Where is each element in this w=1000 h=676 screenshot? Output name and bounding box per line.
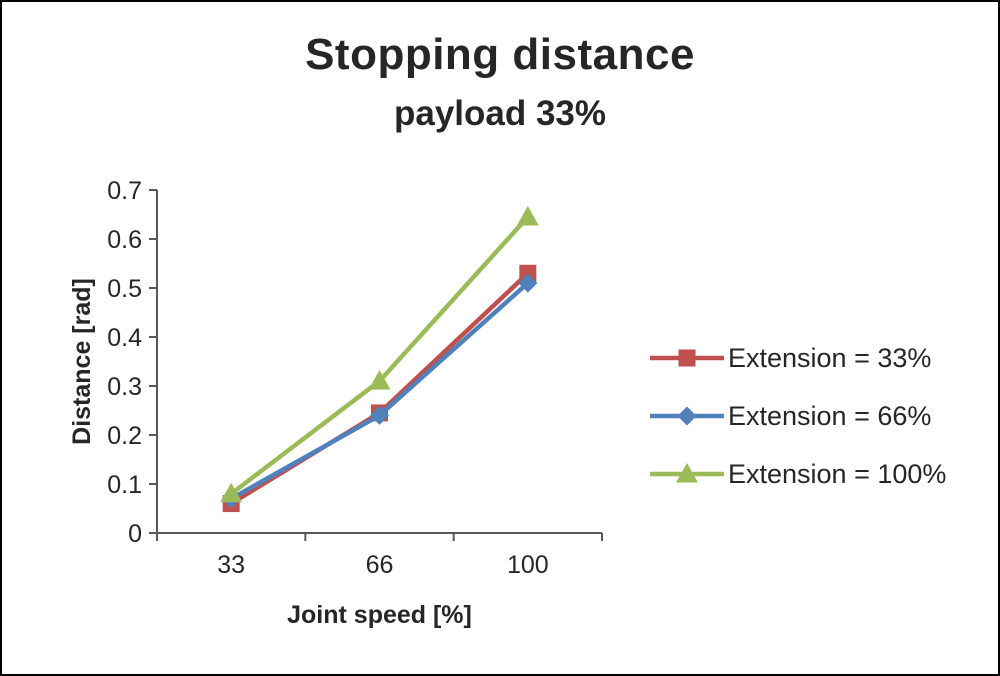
legend-item-extension-66: Extension = 66% <box>648 396 946 436</box>
y-axis-title: Distance [rad] <box>68 278 96 445</box>
marker-triangle <box>368 370 391 390</box>
legend-item-extension-100: Extension = 100% <box>648 454 946 494</box>
x-tick-label: 66 <box>366 551 394 579</box>
x-tick-label: 100 <box>507 551 549 579</box>
legend-label: Extension = 66% <box>728 400 932 431</box>
legend-label: Extension = 100% <box>728 458 947 489</box>
y-tick-label: 0.7 <box>107 177 142 205</box>
marker-diamond <box>370 405 389 425</box>
series-line <box>229 215 530 496</box>
legend-item-extension-33: Extension = 33% <box>648 338 946 378</box>
y-tick-label: 0.5 <box>107 275 142 303</box>
marker-diamond <box>677 406 697 426</box>
marker-diamond <box>518 273 538 293</box>
y-tick-label: 0.6 <box>107 226 142 254</box>
marker-triangle <box>516 205 539 226</box>
y-tick-label: 0.2 <box>107 422 142 450</box>
legend-label: Extension = 33% <box>728 342 932 373</box>
marker-triangle <box>676 463 698 483</box>
y-tick-label: 0.4 <box>107 324 142 352</box>
y-tick-label: 0 <box>128 520 142 548</box>
legend-swatch-triangle-icon <box>650 463 724 483</box>
legend-swatch-diamond-icon <box>650 406 724 426</box>
marker-square <box>519 264 537 282</box>
marker-triangle <box>220 482 243 503</box>
chart-title: Stopping distance <box>305 30 695 79</box>
chart-subtitle: payload 33% <box>393 94 607 133</box>
legend: Extension = 33% Extension = 66% Extensio… <box>648 338 946 494</box>
marker-square <box>678 349 696 367</box>
y-tick-label: 0.1 <box>107 471 142 499</box>
x-axis-title: Joint speed [%] <box>287 601 472 629</box>
y-tick-label: 0.3 <box>107 373 142 401</box>
x-tick-label: 33 <box>217 551 245 579</box>
legend-swatch-square-icon <box>650 349 724 367</box>
